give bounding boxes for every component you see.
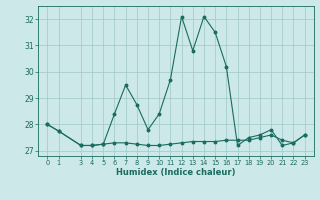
- X-axis label: Humidex (Indice chaleur): Humidex (Indice chaleur): [116, 168, 236, 177]
